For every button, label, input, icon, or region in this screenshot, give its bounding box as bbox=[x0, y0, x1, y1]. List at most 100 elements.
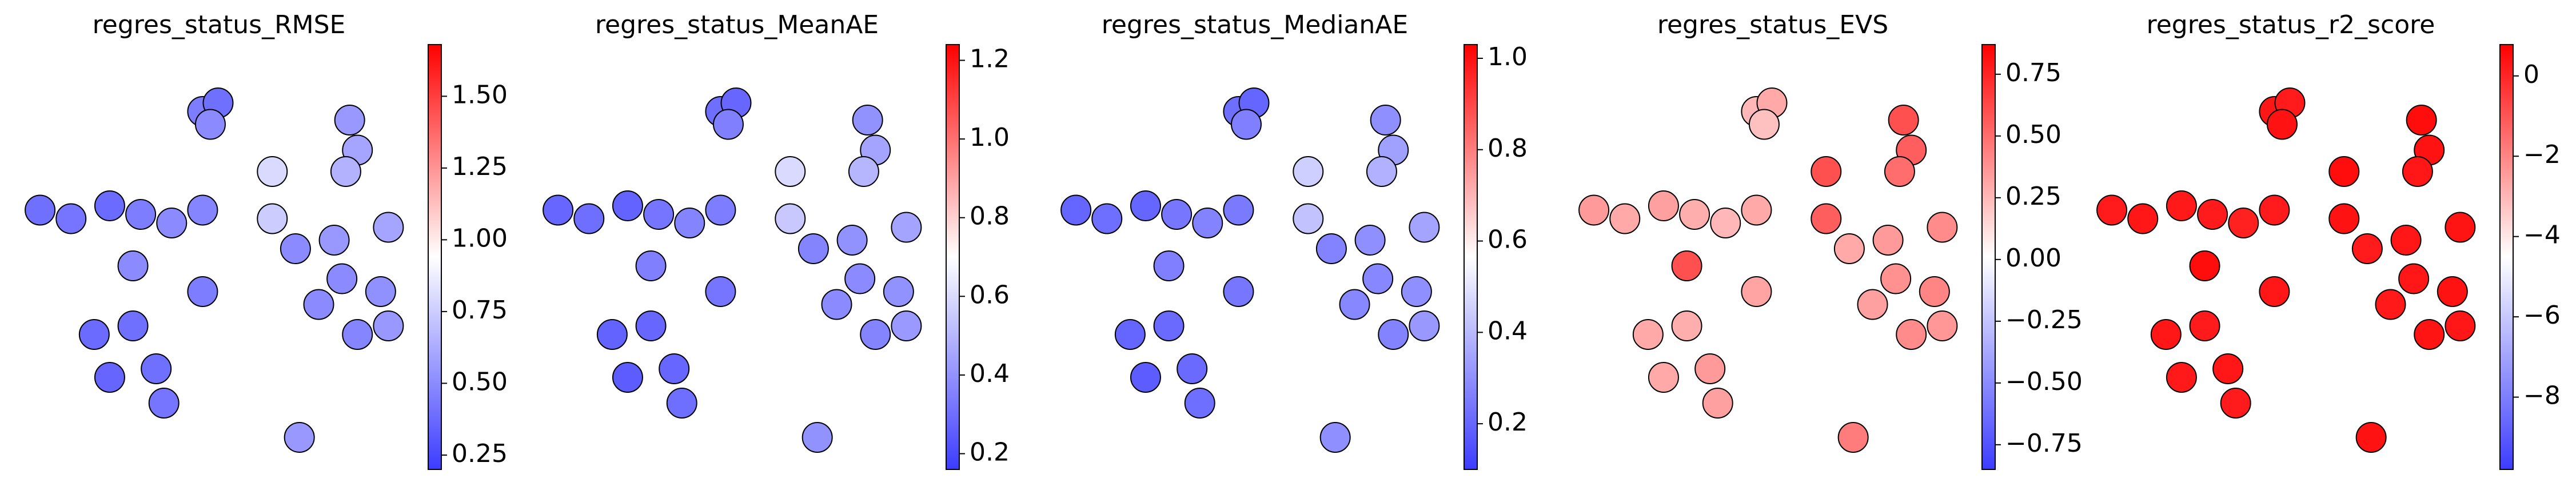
colorbar-tick-label: 0.50 bbox=[452, 367, 508, 396]
cell-point bbox=[1896, 319, 1927, 350]
cell-point bbox=[373, 310, 404, 341]
cell-point bbox=[318, 225, 350, 256]
cell-point bbox=[2375, 289, 2406, 320]
cell-point bbox=[1130, 362, 1161, 393]
cell-point bbox=[2259, 276, 2290, 307]
cell-point bbox=[187, 276, 218, 307]
cell-point bbox=[1060, 194, 1092, 226]
colorbar-tick-label: 0.6 bbox=[970, 280, 1010, 309]
cell-point bbox=[1702, 388, 1733, 419]
cell-point bbox=[1679, 199, 1710, 230]
cell-point bbox=[141, 353, 172, 384]
cell-point bbox=[1223, 194, 1254, 226]
colorbar-tick-label: 0.2 bbox=[1488, 408, 1528, 437]
colorbar-tick-label: 0.75 bbox=[452, 296, 508, 325]
cell-point bbox=[2096, 194, 2128, 226]
cell-point bbox=[2166, 362, 2197, 393]
cell-point bbox=[1880, 263, 1912, 294]
cell-point bbox=[2406, 105, 2437, 136]
cell-point bbox=[1648, 190, 1679, 221]
cell-point bbox=[1671, 310, 1702, 341]
cell-point bbox=[659, 353, 690, 384]
colorbar bbox=[2499, 44, 2514, 470]
cell-point bbox=[2259, 194, 2290, 226]
cell-point bbox=[1362, 263, 1394, 294]
cell-point bbox=[674, 208, 705, 238]
cell-point bbox=[2150, 319, 2182, 350]
cell-point bbox=[117, 310, 149, 341]
cell-point bbox=[666, 388, 697, 419]
colorbar-tick-label: 0.8 bbox=[1488, 134, 1528, 163]
colorbar-tick-label: 0.2 bbox=[970, 437, 1010, 467]
cell-point bbox=[1837, 422, 1869, 453]
cell-point bbox=[1354, 225, 1386, 256]
cell-point bbox=[2402, 156, 2433, 187]
cell-point bbox=[1927, 212, 1958, 243]
cell-point bbox=[1114, 319, 1146, 350]
colorbar-tick-label: −0.75 bbox=[2005, 429, 2083, 458]
cell-point bbox=[1833, 233, 1865, 264]
cell-point bbox=[25, 194, 56, 226]
colorbar-tick-label: 0.25 bbox=[452, 439, 508, 468]
cell-point bbox=[1401, 276, 1432, 307]
cell-point bbox=[342, 319, 373, 350]
cell-point bbox=[326, 263, 358, 294]
cell-point bbox=[801, 422, 833, 453]
cell-point bbox=[1293, 156, 1324, 187]
cell-point bbox=[2355, 422, 2387, 453]
cell-point bbox=[257, 156, 288, 187]
cell-point bbox=[860, 319, 891, 350]
cell-point bbox=[2445, 310, 2476, 341]
cell-point bbox=[1409, 212, 1440, 243]
cell-point bbox=[891, 212, 922, 243]
colorbar-tick-label: 1.25 bbox=[452, 152, 508, 181]
cell-point bbox=[2220, 388, 2251, 419]
cell-point bbox=[2328, 203, 2360, 234]
cell-point bbox=[573, 203, 605, 234]
cell-point bbox=[596, 319, 628, 350]
cell-point bbox=[612, 190, 643, 221]
cell-point bbox=[1927, 310, 1958, 341]
cell-point bbox=[1609, 203, 1641, 234]
cell-point bbox=[2127, 203, 2159, 234]
colorbar-tick-label: 1.0 bbox=[970, 123, 1010, 152]
cell-point bbox=[2166, 190, 2197, 221]
cell-point bbox=[2414, 319, 2445, 350]
cell-point bbox=[891, 310, 922, 341]
colorbar bbox=[946, 44, 960, 470]
cell-point bbox=[848, 156, 879, 187]
panel-title: regres_status_r2_score bbox=[2147, 10, 2435, 39]
cell-point bbox=[1741, 194, 1772, 226]
cell-point bbox=[78, 319, 110, 350]
cell-point bbox=[2228, 208, 2259, 238]
panel-title: regres_status_EVS bbox=[1657, 10, 1888, 39]
cell-point bbox=[852, 105, 883, 136]
colorbar-tick-label: 0.8 bbox=[970, 202, 1010, 231]
cell-point bbox=[1710, 208, 1741, 238]
cell-point bbox=[775, 156, 806, 187]
cell-point bbox=[125, 199, 157, 230]
cell-point bbox=[187, 194, 218, 226]
cell-point bbox=[2390, 225, 2422, 256]
cell-point bbox=[2328, 156, 2360, 187]
cell-point bbox=[1315, 233, 1347, 264]
cell-point bbox=[2445, 212, 2476, 243]
cell-point bbox=[1811, 203, 1842, 234]
cell-point bbox=[148, 388, 180, 419]
cell-point bbox=[1192, 208, 1223, 238]
colorbar-tick-label: 0.6 bbox=[1488, 225, 1528, 254]
cell-point bbox=[1888, 105, 1919, 136]
cell-point bbox=[257, 203, 288, 234]
cell-point bbox=[117, 250, 149, 281]
panel-title: regres_status_RMSE bbox=[93, 10, 346, 39]
cell-point bbox=[2437, 276, 2468, 307]
cell-point bbox=[1161, 199, 1193, 230]
cell-point bbox=[1370, 105, 1401, 136]
cell-point bbox=[1177, 353, 1208, 384]
colorbar-tick-label: 1.2 bbox=[970, 45, 1010, 74]
cell-point bbox=[373, 212, 404, 243]
cell-point bbox=[635, 310, 667, 341]
colorbar-tick-label: −0.25 bbox=[2005, 305, 2083, 334]
cell-point bbox=[1872, 225, 1904, 256]
